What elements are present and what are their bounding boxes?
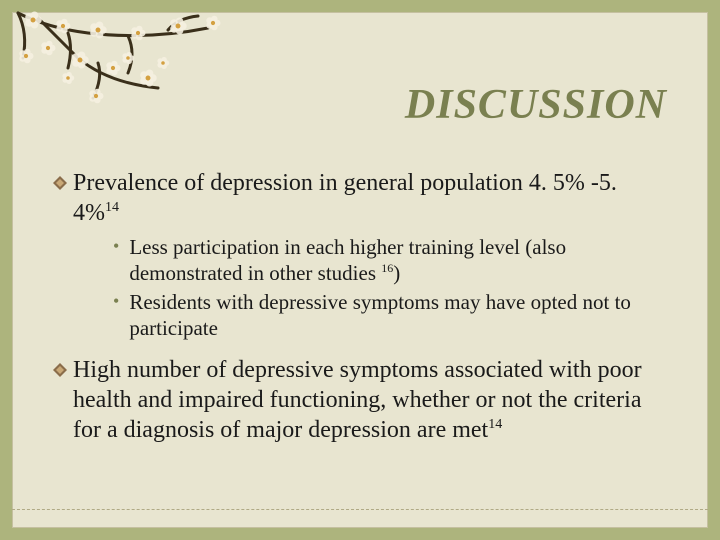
diamond-bullet-icon <box>53 176 67 190</box>
slide-frame: DISCUSSION Prevalence of depression in g… <box>12 12 708 528</box>
sub-bullet: • Less participation in each higher trai… <box>113 234 667 287</box>
sub-bullet-text: Residents with depressive symptoms may h… <box>129 289 667 342</box>
slide-title: DISCUSSION <box>405 81 667 129</box>
sub-bullet-list: • Less participation in each higher trai… <box>113 234 667 341</box>
main-bullet: High number of depressive symptoms assoc… <box>53 355 667 445</box>
sub-bullet-text: Less participation in each higher traini… <box>129 234 667 287</box>
main-bullet-text: High number of depressive symptoms assoc… <box>73 355 667 445</box>
branch-decoration <box>8 8 288 128</box>
diamond-bullet-icon <box>53 363 67 377</box>
sub-bullet: • Residents with depressive symptoms may… <box>113 289 667 342</box>
footer-divider <box>12 509 708 510</box>
dot-bullet-icon: • <box>113 291 119 312</box>
main-bullet: Prevalence of depression in general popu… <box>53 168 667 228</box>
content-area: Prevalence of depression in general popu… <box>53 168 667 449</box>
dot-bullet-icon: • <box>113 236 119 257</box>
main-bullet-text: Prevalence of depression in general popu… <box>73 168 667 228</box>
